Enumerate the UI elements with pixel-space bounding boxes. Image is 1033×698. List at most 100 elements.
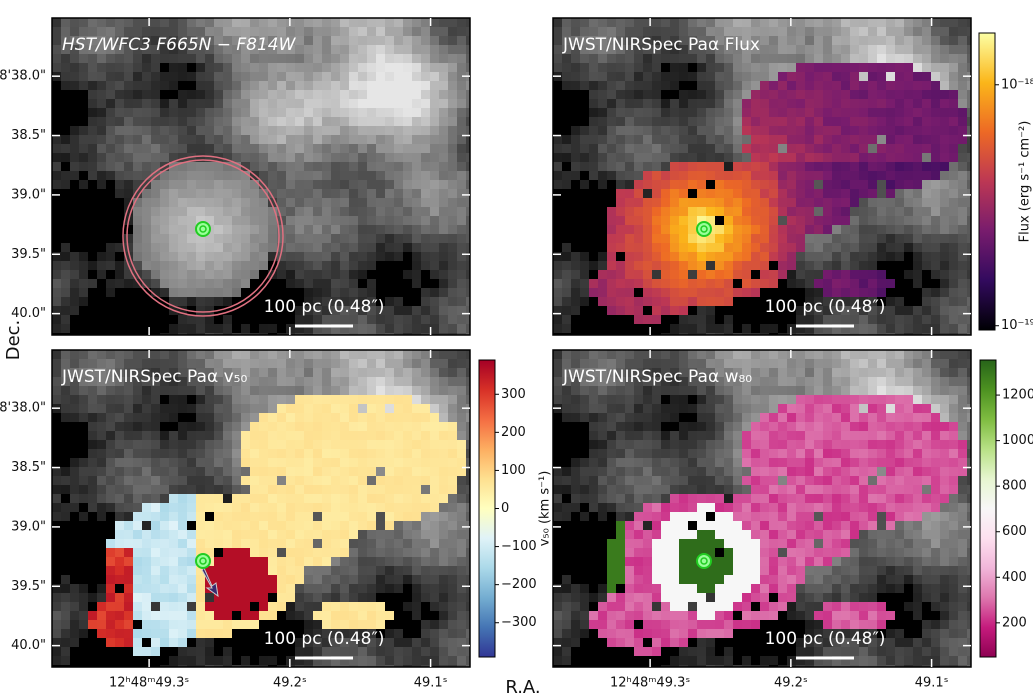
pixel (922, 18, 931, 27)
pixel (403, 324, 412, 333)
pixel (580, 386, 589, 395)
pixel (652, 18, 661, 27)
pixel (160, 216, 169, 225)
pixel (634, 395, 643, 404)
pixel (448, 584, 457, 593)
pixel (61, 252, 70, 261)
pixel (151, 431, 160, 440)
pixel (886, 72, 895, 81)
pixel (196, 395, 205, 404)
pixel (367, 180, 376, 189)
pixel (394, 647, 403, 656)
pixel (277, 530, 286, 539)
pixel (151, 117, 160, 126)
pixel (124, 530, 133, 539)
pixel (106, 162, 115, 171)
pixel (322, 135, 331, 144)
pixel (931, 189, 940, 198)
pixel (412, 665, 421, 667)
pixel (367, 503, 376, 512)
pixel (850, 18, 859, 27)
pixel (913, 108, 922, 117)
pixel (169, 467, 178, 476)
pixel (295, 467, 304, 476)
pixel (358, 225, 367, 234)
pixel (859, 404, 868, 413)
pixel (751, 72, 760, 81)
pixel (61, 63, 70, 72)
pixel (97, 63, 106, 72)
pixel (385, 243, 394, 252)
pixel (670, 144, 679, 153)
pixel (61, 602, 70, 611)
pixel (286, 584, 295, 593)
pixel (706, 333, 715, 335)
pixel (268, 503, 277, 512)
pixel (796, 306, 805, 315)
pixel (670, 108, 679, 117)
pixel (376, 63, 385, 72)
pixel (634, 234, 643, 243)
pixel (823, 279, 832, 288)
pixel (412, 216, 421, 225)
pixel (832, 297, 841, 306)
pixel (187, 297, 196, 306)
pixel (241, 126, 250, 135)
pixel (376, 144, 385, 153)
pixel (448, 647, 457, 656)
pixel (913, 306, 922, 315)
pixel (385, 126, 394, 135)
pixel (214, 180, 223, 189)
pixel (340, 207, 349, 216)
pixel (178, 27, 187, 36)
pixel (895, 54, 904, 63)
pixel (580, 350, 589, 359)
pixel (403, 270, 412, 279)
pixel (169, 620, 178, 629)
pixel (787, 270, 796, 279)
pixel (349, 548, 358, 557)
pixel (286, 539, 295, 548)
pixel (580, 63, 589, 72)
pixel (232, 63, 241, 72)
pixel (367, 566, 376, 575)
pixel (895, 216, 904, 225)
pixel (859, 36, 868, 45)
pixel (457, 234, 466, 243)
pixel (331, 647, 340, 656)
pixel (769, 189, 778, 198)
pixel (160, 333, 169, 335)
pixel (241, 117, 250, 126)
pixel (742, 261, 751, 270)
pixel (205, 422, 214, 431)
pixel (79, 153, 88, 162)
pixel (115, 521, 124, 530)
pixel (751, 27, 760, 36)
pixel (679, 234, 688, 243)
pixel (115, 566, 124, 575)
nucleus-core (199, 557, 207, 565)
pixel (331, 297, 340, 306)
pixel (223, 485, 232, 494)
pixel (634, 404, 643, 413)
pixel (178, 593, 187, 602)
pixel (70, 386, 79, 395)
pixel (832, 288, 841, 297)
pixel (358, 72, 367, 81)
pixel (349, 297, 358, 306)
pixel (850, 404, 859, 413)
pixel (949, 126, 958, 135)
pixel (79, 413, 88, 422)
pixel (403, 539, 412, 548)
pixel (448, 315, 457, 324)
pixel (697, 189, 706, 198)
pixel (715, 261, 724, 270)
pixel (448, 333, 457, 335)
pixel (367, 63, 376, 72)
pixel (322, 306, 331, 315)
pixel (241, 135, 250, 144)
pixel (448, 135, 457, 144)
pixel (643, 207, 652, 216)
pixel (385, 306, 394, 315)
pixel (88, 27, 97, 36)
